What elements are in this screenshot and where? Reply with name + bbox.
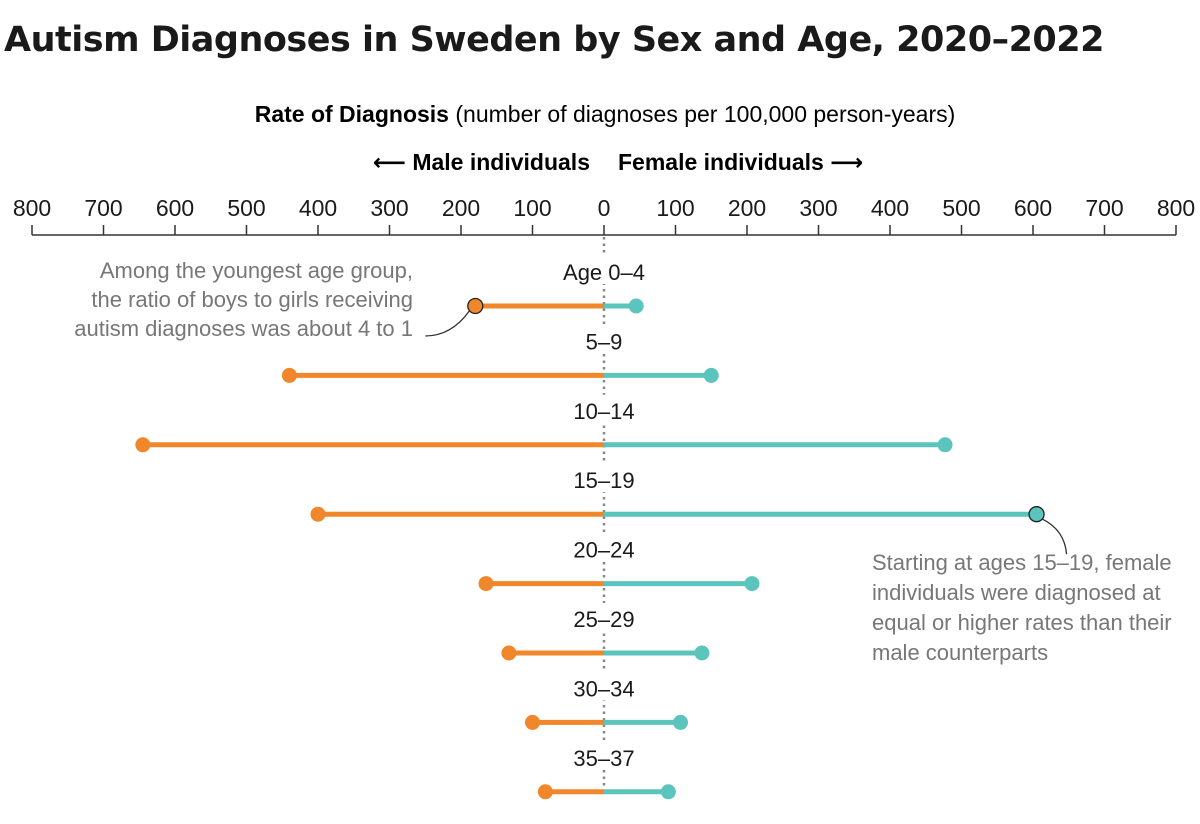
chart-title: Autism Diagnoses in Sweden by Sex and Ag… [4,20,1104,60]
male-point [537,784,553,800]
x-tick-label: 100 [513,195,551,221]
legend-male: ⟵ Male individuals [373,149,590,175]
annotation-leader [1042,518,1068,555]
female-point [628,298,644,314]
x-tick-label: 100 [656,195,694,221]
category-label-bg [567,672,641,701]
category-label: 35–37 [573,746,634,771]
category-label-bg [567,741,641,770]
x-tick-label: 300 [799,195,837,221]
annotation-text: Starting at ages 15–19, female [872,550,1172,575]
x-tick-label: 700 [84,195,122,221]
x-tick-label: 600 [156,195,194,221]
female-point [744,576,760,592]
category-label-bg [567,464,641,493]
annotation-text: male counterparts [872,640,1048,665]
highlight-point [1028,506,1045,523]
female-point [703,367,719,383]
male-point [281,367,297,383]
category-label-bg [567,394,641,423]
female-point [937,437,953,453]
male-point [478,576,494,592]
x-tick-label: 800 [1157,195,1195,221]
x-tick-label: 500 [942,195,980,221]
x-tick-label: 400 [299,195,337,221]
axis-label-rest: (number of diagnoses per 100,000 person-… [449,101,955,127]
category-label: 15–19 [573,468,634,493]
x-tick-label: 500 [227,195,265,221]
annotation-text: autism diagnoses was about 4 to 1 [74,316,413,341]
x-tick-label: 0 [598,195,611,221]
x-tick-label: 700 [1085,195,1123,221]
male-point [525,714,540,730]
category-label-bg [557,256,651,284]
category-label: 20–24 [573,538,634,563]
category-label: 30–34 [573,676,634,701]
category-label: Age 0–4 [563,260,645,285]
data-layer: Age 0–4 5–9 10–14 15–19 20–24 25–29 30–34 35–37 [135,256,1045,800]
annotation-text: individuals were diagnosed at [872,580,1161,605]
category-label: 5–9 [586,329,623,354]
male-point [501,645,517,661]
female-point [694,645,710,661]
female-point [673,714,689,730]
category-label-bg [579,325,629,354]
x-tick-label: 300 [370,195,408,221]
annotations-layer: Among the youngest age group, the ratio o… [74,258,1171,665]
category-label-bg [567,603,641,631]
x-tick-label: 400 [871,195,909,221]
x-tick-label: 200 [442,195,480,221]
x-tick-label: 200 [728,195,766,221]
annotation-text: the ratio of boys to girls receiving [91,287,413,312]
annotation-leader [425,310,470,337]
category-label-bg [567,533,641,562]
female-point [660,784,676,800]
highlight-point [467,297,484,315]
axis-label: Rate of Diagnosis (number of diagnoses p… [255,101,956,127]
annotation-text: equal or higher rates than their [872,610,1172,635]
annotation-text: Among the youngest age group, [100,258,413,283]
category-label: 10–14 [573,399,634,424]
category-label: 25–29 [573,607,634,632]
x-tick-label: 600 [1014,195,1052,221]
male-point [310,506,326,522]
legend-female: Female individuals ⟶ [618,149,863,175]
axis-label-bold: Rate of Diagnosis [255,101,449,127]
x-tick-label: 800 [13,195,51,221]
male-point [135,437,151,453]
